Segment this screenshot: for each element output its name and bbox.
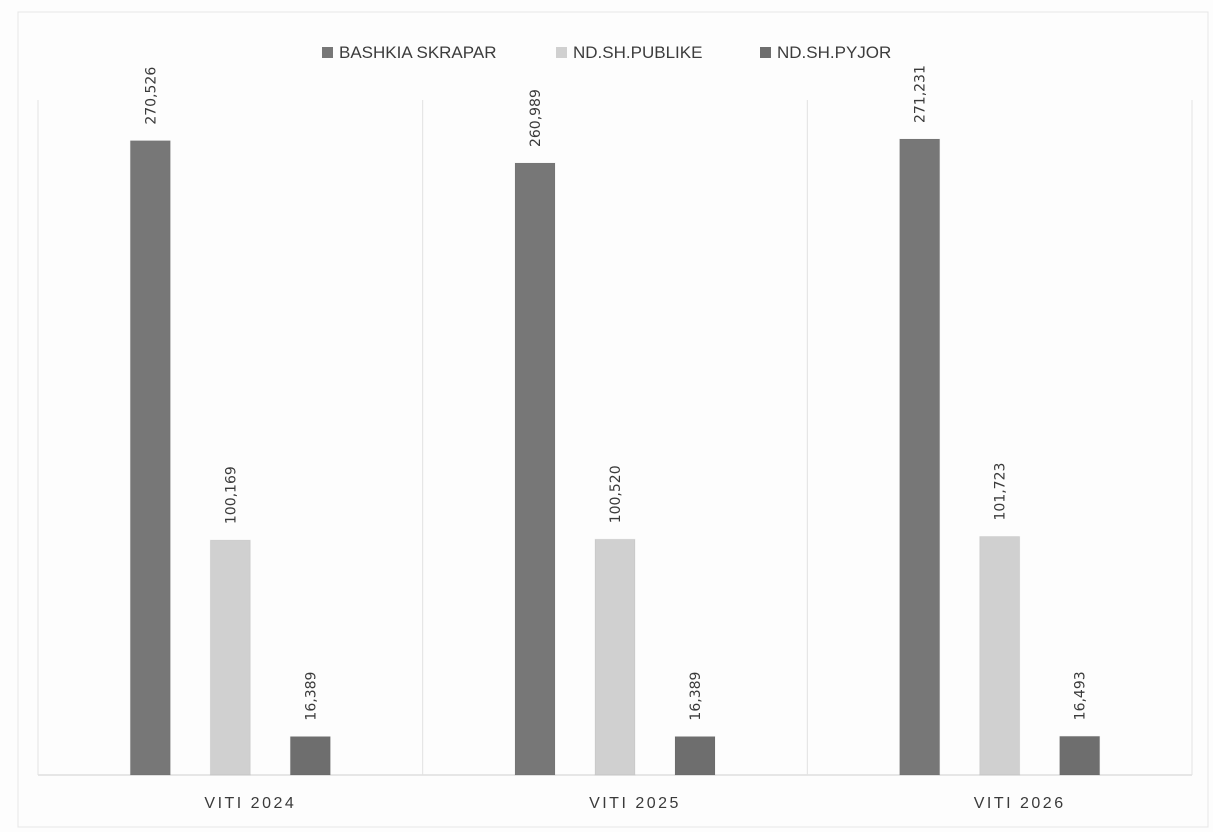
legend-label: ND.SH.PUBLIKE: [573, 43, 702, 62]
bar: [289, 736, 331, 776]
data-label: 271,231: [913, 65, 929, 123]
legend-swatch: [556, 47, 567, 58]
legend-swatch: [322, 47, 333, 58]
bar: [1059, 735, 1101, 776]
legend-label: ND.SH.PYJOR: [777, 43, 891, 62]
data-label: 100,169: [223, 466, 239, 524]
data-label: 101,723: [993, 463, 1009, 521]
bar: [674, 736, 716, 776]
data-label: 16,389: [303, 672, 319, 721]
data-label: 16,389: [688, 672, 704, 721]
data-label: 16,493: [1073, 671, 1089, 720]
category-label: VITI 2025: [589, 795, 681, 812]
chart-border: [17, 11, 1209, 828]
bar: [594, 538, 636, 776]
bar: [209, 539, 251, 776]
bar: [129, 140, 171, 776]
legend-label: BASHKIA SKRAPAR: [339, 43, 496, 62]
category-label: VITI 2026: [974, 795, 1066, 812]
data-label: 260,989: [528, 89, 544, 147]
bar: [514, 162, 556, 776]
bar: [899, 138, 941, 776]
data-label: 270,526: [143, 67, 159, 125]
data-label: 100,520: [608, 465, 624, 523]
bar: [979, 535, 1021, 776]
category-label: VITI 2024: [204, 795, 296, 812]
legend-swatch: [760, 47, 771, 58]
